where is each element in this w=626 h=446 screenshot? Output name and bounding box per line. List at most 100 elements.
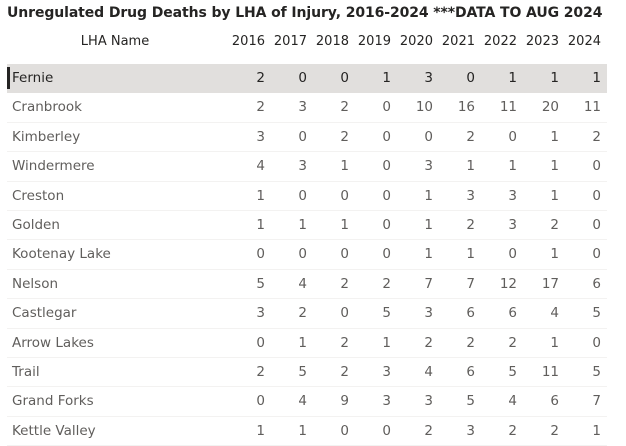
row-value-cell: 20 bbox=[541, 99, 559, 116]
row-value-cell: 3 bbox=[382, 363, 391, 380]
row-value-cell: 10 bbox=[415, 99, 433, 116]
row-value-cell: 1 bbox=[508, 158, 517, 175]
visual-title: Unregulated Drug Deaths by LHA of Injury… bbox=[7, 5, 603, 21]
row-value-cell: 3 bbox=[424, 158, 433, 175]
row-value-cell: 1 bbox=[340, 216, 349, 233]
row-lha-name: Fernie bbox=[12, 70, 54, 86]
row-value-cell: 1 bbox=[592, 70, 601, 86]
row-value-cell: 0 bbox=[298, 128, 307, 145]
column-header-2022[interactable]: 2022 bbox=[483, 34, 517, 49]
row-value-cell: 2 bbox=[298, 305, 307, 322]
column-header-2017[interactable]: 2017 bbox=[273, 34, 307, 49]
row-value-cell: 0 bbox=[340, 246, 349, 263]
row-value-cell: 1 bbox=[298, 334, 307, 351]
row-value-cell: 0 bbox=[340, 70, 349, 86]
row-value-cell: 11 bbox=[541, 363, 559, 380]
row-lha-name: Cranbrook bbox=[12, 99, 82, 116]
row-value-cell: 2 bbox=[340, 363, 349, 380]
row-value-cell: 0 bbox=[592, 158, 601, 175]
table-row[interactable]: Castlegar 3 2 0 5 3 6 6 4 5 bbox=[7, 299, 607, 329]
row-value-cell: 5 bbox=[382, 305, 391, 322]
row-value-cell: 0 bbox=[298, 187, 307, 204]
row-value-cell: 4 bbox=[298, 393, 307, 410]
row-value-cell: 0 bbox=[382, 216, 391, 233]
column-header-2018[interactable]: 2018 bbox=[315, 34, 349, 49]
column-header-2023[interactable]: 2023 bbox=[525, 34, 559, 49]
column-header-2016[interactable]: 2016 bbox=[231, 34, 265, 49]
table-row[interactable]: Creston 1 0 0 0 1 3 3 1 0 bbox=[7, 182, 607, 211]
row-value-cell: 1 bbox=[550, 187, 559, 204]
row-value-cell: 1 bbox=[550, 246, 559, 263]
row-value-cell: 3 bbox=[298, 158, 307, 175]
table-row[interactable]: Arrow Lakes 0 1 2 1 2 2 2 1 0 bbox=[7, 329, 607, 358]
row-lha-name: Castlegar bbox=[12, 305, 77, 322]
column-header-2020[interactable]: 2020 bbox=[399, 34, 433, 49]
row-value-cell: 0 bbox=[382, 246, 391, 263]
row-value-cell: 1 bbox=[256, 422, 265, 439]
row-value-cell: 0 bbox=[340, 305, 349, 322]
row-value-cell: 2 bbox=[340, 128, 349, 145]
row-value-cell: 4 bbox=[550, 305, 559, 322]
row-lha-name: Nelson bbox=[12, 275, 59, 292]
row-value-cell: 7 bbox=[424, 275, 433, 292]
row-value-cell: 1 bbox=[256, 187, 265, 204]
row-value-cell: 2 bbox=[550, 216, 559, 233]
row-value-cell: 1 bbox=[256, 216, 265, 233]
table-row[interactable]: Fernie 2 0 0 1 3 0 1 1 1 bbox=[7, 64, 607, 94]
row-value-cell: 3 bbox=[466, 422, 475, 439]
row-value-cell: 3 bbox=[256, 128, 265, 145]
row-lha-name: Trail bbox=[12, 363, 40, 380]
row-value-cell: 0 bbox=[466, 70, 475, 86]
row-lha-name: Windermere bbox=[12, 158, 95, 175]
row-value-cell: 0 bbox=[508, 246, 517, 263]
table-row[interactable]: Cranbrook 2 3 2 0 10 16 11 20 11 bbox=[7, 93, 607, 123]
header-row: LHA Name 2016 2017 2018 2019 2020 2021 2… bbox=[7, 28, 607, 57]
row-value-cell: 2 bbox=[340, 275, 349, 292]
row-value-cell: 0 bbox=[256, 246, 265, 263]
row-value-cell: 1 bbox=[424, 216, 433, 233]
row-lha-name: Grand Forks bbox=[12, 393, 94, 410]
row-value-cell: 5 bbox=[298, 363, 307, 380]
column-header-2024[interactable]: 2024 bbox=[567, 34, 601, 49]
row-value-cell: 0 bbox=[382, 422, 391, 439]
row-value-cell: 0 bbox=[424, 128, 433, 145]
row-value-cell: 3 bbox=[424, 70, 433, 86]
row-value-cell: 12 bbox=[499, 275, 517, 292]
row-value-cell: 0 bbox=[340, 422, 349, 439]
row-value-cell: 2 bbox=[508, 334, 517, 351]
row-value-cell: 1 bbox=[550, 70, 559, 86]
table-row[interactable]: Nelson 5 4 2 2 7 7 12 17 6 bbox=[7, 270, 607, 300]
row-value-cell: 11 bbox=[499, 99, 517, 116]
column-header-2019[interactable]: 2019 bbox=[357, 34, 391, 49]
row-value-cell: 0 bbox=[298, 246, 307, 263]
table-row[interactable]: Kimberley 3 0 2 0 0 2 0 1 2 bbox=[7, 123, 607, 153]
column-header-lha-name[interactable]: LHA Name bbox=[80, 34, 150, 49]
table-row[interactable]: Grand Forks 0 4 9 3 3 5 4 6 7 bbox=[7, 387, 607, 417]
row-value-cell: 2 bbox=[340, 99, 349, 116]
row-value-cell: 1 bbox=[424, 246, 433, 263]
table-row[interactable]: Golden 1 1 1 0 1 2 3 2 0 bbox=[7, 211, 607, 241]
row-value-cell: 2 bbox=[424, 334, 433, 351]
row-value-cell: 4 bbox=[508, 393, 517, 410]
column-header-2021[interactable]: 2021 bbox=[441, 34, 475, 49]
table-row[interactable]: Windermere 4 3 1 0 3 1 1 1 0 bbox=[7, 152, 607, 182]
row-value-cell: 6 bbox=[508, 305, 517, 322]
row-value-cell: 2 bbox=[466, 216, 475, 233]
row-value-cell: 2 bbox=[256, 70, 265, 86]
table-row[interactable]: Kootenay Lake 0 0 0 0 1 1 0 1 0 bbox=[7, 240, 607, 270]
row-lha-name: Kettle Valley bbox=[12, 422, 96, 439]
table-row[interactable]: Trail 2 5 2 3 4 6 5 11 5 bbox=[7, 358, 607, 388]
row-value-cell: 1 bbox=[424, 187, 433, 204]
row-value-cell: 1 bbox=[298, 422, 307, 439]
row-value-cell: 1 bbox=[550, 158, 559, 175]
row-value-cell: 5 bbox=[256, 275, 265, 292]
table-row[interactable]: Kettle Valley 1 1 0 0 2 3 2 2 1 bbox=[7, 417, 607, 446]
row-value-cell: 0 bbox=[382, 99, 391, 116]
row-value-cell: 0 bbox=[256, 393, 265, 410]
row-value-cell: 1 bbox=[550, 128, 559, 145]
row-value-cell: 0 bbox=[298, 70, 307, 86]
row-value-cell: 0 bbox=[256, 334, 265, 351]
row-value-cell: 2 bbox=[508, 422, 517, 439]
row-value-cell: 0 bbox=[592, 187, 601, 204]
row-value-cell: 5 bbox=[508, 363, 517, 380]
